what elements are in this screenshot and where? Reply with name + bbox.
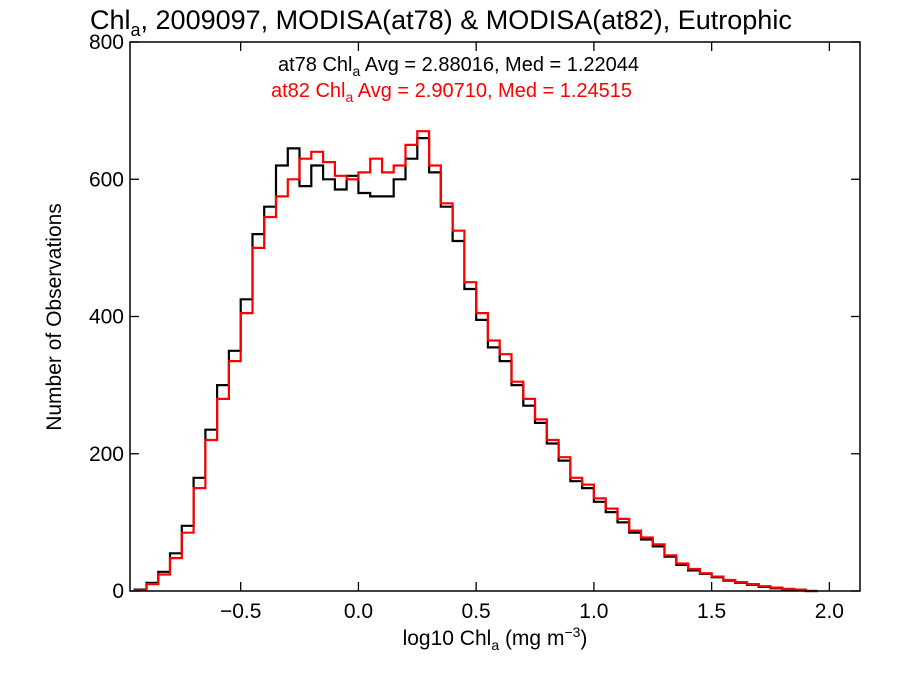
- axis-tick-labels: −0.5 0.0 0.5 1.0 1.5 2.0 0 200 400 600 800: [89, 31, 844, 623]
- histogram-series-0: [133, 137, 818, 593]
- series-layer: [133, 130, 818, 593]
- plot-frame: [129, 41, 861, 592]
- axis-ticks: [130, 41, 860, 592]
- y-tick-label: 800: [89, 31, 124, 54]
- x-tick-label: 2.0: [815, 600, 844, 623]
- y-tick-label: 600: [89, 168, 124, 191]
- x-tick-label: 0.5: [462, 600, 491, 623]
- chart-title: Chla, 2009097, MODISA(at78) & MODISA(at8…: [90, 5, 792, 40]
- legend-entry-at78: at78 Chla Avg = 2.88016, Med = 1.22044: [278, 54, 639, 79]
- x-tick-label: 1.0: [579, 600, 608, 623]
- x-tick-label: 0.0: [344, 600, 373, 623]
- x-tick-label: −0.5: [220, 600, 261, 623]
- y-tick-label: 200: [89, 443, 124, 466]
- x-tick-label: 1.5: [697, 600, 726, 623]
- histogram-series-1: [133, 130, 818, 593]
- y-axis-label: Number of Observations: [43, 203, 66, 431]
- legend-entry-at82: at82 Chla Avg = 2.90710, Med = 1.24515: [271, 80, 632, 105]
- y-tick-label: 0: [112, 580, 124, 603]
- y-tick-label: 400: [89, 306, 124, 329]
- x-axis-label: log10 Chla (mg m−3): [403, 624, 588, 653]
